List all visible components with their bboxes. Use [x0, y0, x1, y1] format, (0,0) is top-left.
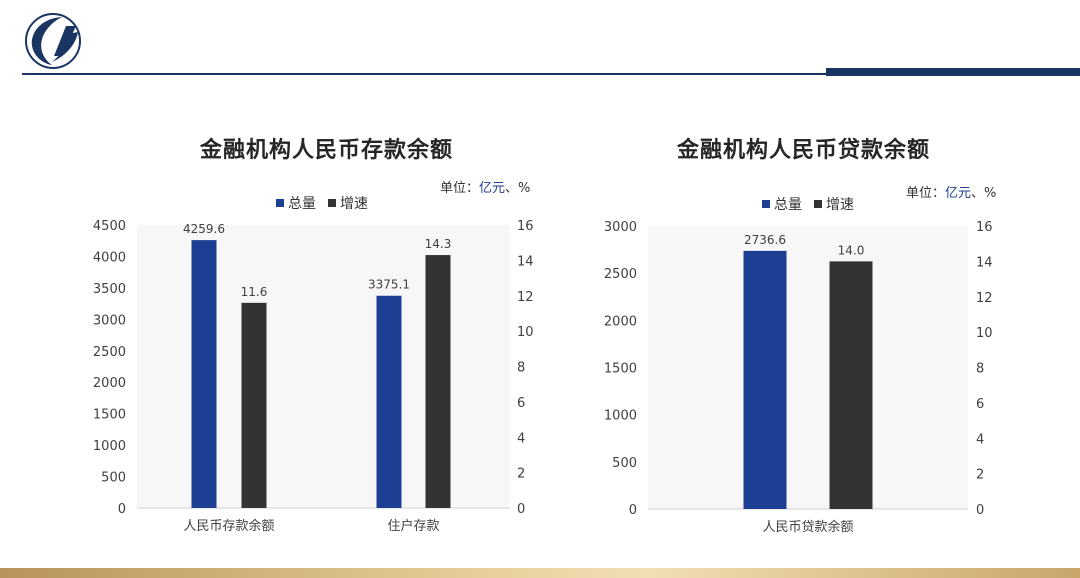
y-left-tick-label: 1500 — [604, 362, 637, 377]
data-label-total: 4259.6 — [183, 222, 225, 236]
legend-swatch-growth — [814, 200, 822, 208]
y-right-tick-label: 2 — [976, 468, 984, 483]
legend-label-growth: 增速 — [340, 196, 368, 212]
y-right-tick-label: 10 — [517, 325, 534, 340]
unit-suffix: 、% — [505, 181, 531, 196]
legend-item-growth: 增速 — [814, 194, 854, 214]
y-right-tick-label: 8 — [976, 362, 984, 377]
y-right-tick-label: 10 — [976, 326, 993, 341]
y-left-tick-label: 0 — [629, 503, 637, 518]
y-right-tick-label: 12 — [976, 291, 993, 306]
y-left-tick-label: 3000 — [93, 313, 126, 328]
unit-prefix: 单位： — [440, 181, 480, 196]
y-right-tick-label: 4 — [976, 432, 984, 447]
y-left-tick-label: 1500 — [93, 408, 126, 423]
bar-growth — [425, 255, 451, 508]
unit-highlight: 亿元 — [945, 186, 972, 201]
legend-swatch-total — [276, 199, 284, 207]
legend-item-growth: 增速 — [328, 193, 368, 213]
unit-label-deposits: 单位：亿元、% — [440, 177, 530, 196]
y-right-tick-label: 16 — [517, 219, 534, 234]
bar-total — [376, 295, 402, 508]
chart-title-deposits: 金融机构人民币存款余额 — [200, 138, 454, 163]
unit-prefix: 单位： — [906, 186, 946, 201]
data-label-total: 3375.1 — [368, 278, 410, 292]
y-left-tick-label: 2000 — [604, 314, 637, 329]
y-right-tick-label: 14 — [517, 254, 534, 269]
bar-total — [743, 250, 787, 509]
y-left-tick-label: 2000 — [93, 376, 126, 391]
y-left-tick-label: 4500 — [93, 219, 126, 234]
y-left-tick-label: 1000 — [604, 409, 637, 424]
y-left-tick-label: 1000 — [93, 439, 126, 454]
y-right-tick-label: 8 — [517, 361, 525, 376]
data-label-growth: 11.6 — [241, 285, 268, 299]
y-left-tick-label: 3500 — [93, 282, 126, 297]
y-right-tick-label: 12 — [517, 290, 534, 305]
unit-label-loans: 单位：亿元、% — [906, 182, 996, 201]
bar-total — [191, 240, 217, 509]
x-category-label: 住户存款 — [387, 518, 439, 534]
data-label-total: 2736.6 — [744, 233, 786, 247]
y-right-tick-label: 16 — [976, 220, 993, 235]
y-left-tick-label: 500 — [612, 456, 637, 471]
y-left-tick-label: 0 — [118, 502, 126, 517]
y-right-tick-label: 0 — [976, 503, 984, 518]
legend-item-total: 总量 — [762, 194, 802, 214]
y-right-tick-label: 6 — [517, 396, 525, 411]
legend-loans: 总量 增速 — [762, 194, 866, 214]
y-left-tick-label: 4000 — [93, 250, 126, 265]
bar-growth — [829, 261, 873, 509]
x-category-label: 人民币贷款余额 — [762, 519, 853, 535]
plot-area-loans — [648, 226, 968, 509]
legend-swatch-growth — [328, 199, 336, 207]
legend-label-growth: 增速 — [826, 197, 854, 213]
y-right-tick-label: 0 — [517, 502, 525, 517]
unit-suffix: 、% — [971, 186, 997, 201]
x-category-label: 人民币存款余额 — [183, 518, 274, 534]
y-left-tick-label: 3000 — [604, 220, 637, 235]
header-divider — [22, 73, 830, 75]
y-left-tick-label: 2500 — [93, 345, 126, 360]
y-right-tick-label: 4 — [517, 431, 525, 446]
data-label-growth: 14.0 — [838, 243, 865, 257]
legend-swatch-total — [762, 200, 770, 208]
header-accent-bar — [826, 68, 1080, 76]
unit-highlight: 亿元 — [479, 181, 506, 196]
bar-growth — [241, 302, 267, 508]
legend-label-total: 总量 — [288, 196, 316, 212]
y-right-tick-label: 6 — [976, 397, 984, 412]
y-left-tick-label: 2500 — [604, 267, 637, 282]
chart-title-loans: 金融机构人民币贷款余额 — [677, 138, 931, 163]
footer-gold-band — [0, 568, 1080, 578]
data-label-growth: 14.3 — [425, 237, 452, 251]
y-right-tick-label: 2 — [517, 467, 525, 482]
legend-item-total: 总量 — [276, 193, 316, 213]
legend-deposits: 总量 增速 — [276, 193, 380, 213]
logo-icon — [25, 13, 81, 69]
y-right-tick-label: 14 — [976, 255, 993, 270]
y-left-tick-label: 500 — [101, 471, 126, 486]
legend-label-total: 总量 — [774, 197, 802, 213]
